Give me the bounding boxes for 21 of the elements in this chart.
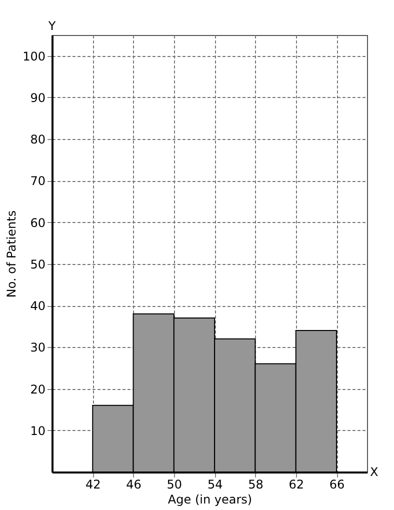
y-tick-label: 80 <box>30 132 46 147</box>
y-tick-label: 10 <box>30 424 46 438</box>
text: Y <box>47 19 56 33</box>
x-tick-label: 54 <box>207 478 223 492</box>
y-tick-label: 90 <box>30 90 46 105</box>
y-tick-label: 70 <box>30 174 46 188</box>
y-tick-label: 20 <box>30 382 46 396</box>
y-tick-label: 100 <box>22 49 46 64</box>
x-tick-label: 50 <box>166 478 182 492</box>
x-tick-label: 42 <box>86 478 101 492</box>
x-tick-label: 62 <box>288 478 304 492</box>
x-tick-label: 66 <box>329 478 345 492</box>
x-axis-title: Age (in years) <box>168 492 252 506</box>
y-tick-label: 30 <box>30 340 46 355</box>
y-tick-label: 50 <box>30 257 46 272</box>
y-axis-title: No. of Patients <box>4 210 19 298</box>
x-tick-label: 58 <box>248 478 264 492</box>
x-tick-label: 46 <box>126 478 142 492</box>
y-tick-label: 60 <box>30 216 46 230</box>
text: X <box>370 465 378 479</box>
y-tick-label: 40 <box>30 299 46 314</box>
